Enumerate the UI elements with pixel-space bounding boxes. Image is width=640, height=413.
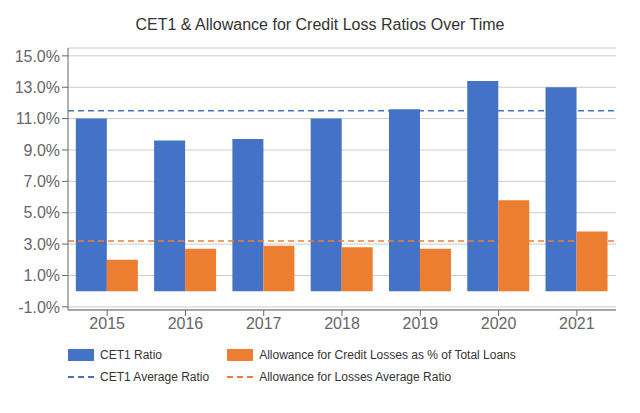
svg-text:15.0%: 15.0% — [15, 48, 60, 65]
svg-text:9.0%: 9.0% — [24, 142, 60, 159]
svg-text:2019: 2019 — [402, 315, 438, 332]
svg-text:-1.0%: -1.0% — [18, 299, 60, 316]
svg-text:13.0%: 13.0% — [15, 79, 60, 96]
svg-text:2021: 2021 — [559, 315, 595, 332]
svg-text:2018: 2018 — [324, 315, 360, 332]
svg-text:2017: 2017 — [246, 315, 282, 332]
svg-text:11.0%: 11.0% — [16, 110, 60, 127]
html-text:CET1 Average Ratio: CET1 Average Ratio — [100, 370, 210, 384]
svg-text:2016: 2016 — [168, 315, 204, 332]
html-text:CET1 & Allowance for Credit Lo: CET1 & Allowance for Credit Loss Ratios … — [135, 16, 505, 33]
html-text:CET1 Ratio: CET1 Ratio — [100, 348, 162, 362]
svg-text:2020: 2020 — [481, 315, 517, 332]
svg-text:7.0%: 7.0% — [24, 173, 60, 190]
html-text:Allowance for Losses Average R: Allowance for Losses Average Ratio — [259, 370, 452, 384]
svg-text:3.0%: 3.0% — [24, 236, 60, 253]
svg-text:1.0%: 1.0% — [24, 267, 60, 284]
html-text:Allowance for Credit Losses as: Allowance for Credit Losses as % of Tota… — [259, 348, 516, 362]
svg-text:2015: 2015 — [89, 315, 125, 332]
svg-text:5.0%: 5.0% — [24, 204, 60, 221]
